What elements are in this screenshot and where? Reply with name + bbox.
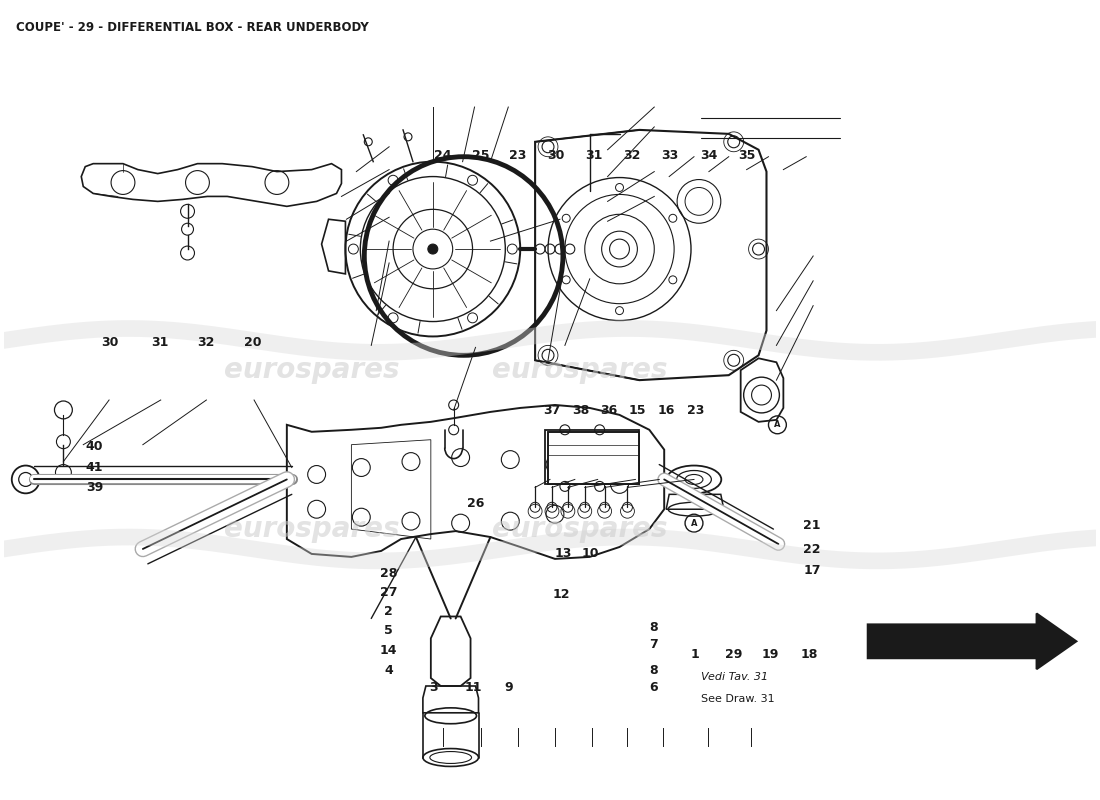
Text: 39: 39	[86, 481, 103, 494]
Text: 13: 13	[554, 547, 572, 560]
Text: 17: 17	[803, 564, 821, 578]
Text: 10: 10	[582, 547, 600, 560]
Text: A: A	[774, 420, 781, 430]
Text: 27: 27	[379, 586, 397, 598]
Text: A: A	[691, 518, 697, 528]
Text: eurospares: eurospares	[492, 515, 668, 543]
Text: 32: 32	[197, 336, 215, 350]
Text: 30: 30	[547, 149, 564, 162]
Text: 18: 18	[800, 648, 817, 661]
Text: 5: 5	[384, 624, 393, 637]
Text: 14: 14	[379, 644, 397, 657]
Circle shape	[602, 231, 637, 267]
Text: COUPE' - 29 - DIFFERENTIAL BOX - REAR UNDERBODY: COUPE' - 29 - DIFFERENTIAL BOX - REAR UN…	[15, 21, 368, 34]
Text: 29: 29	[725, 648, 742, 661]
Text: 15: 15	[628, 404, 646, 417]
Polygon shape	[548, 432, 639, 485]
Text: 11: 11	[465, 681, 482, 694]
Text: 2: 2	[384, 605, 393, 618]
Text: 19: 19	[762, 648, 779, 661]
Text: 26: 26	[468, 497, 484, 510]
Text: 38: 38	[572, 404, 590, 417]
Text: 22: 22	[803, 543, 821, 556]
Text: 1: 1	[691, 648, 700, 661]
Text: 8: 8	[649, 664, 658, 677]
Text: eurospares: eurospares	[492, 356, 668, 384]
Text: 21: 21	[803, 519, 821, 532]
Text: 32: 32	[624, 149, 640, 162]
Text: 12: 12	[552, 588, 570, 601]
Polygon shape	[868, 625, 1056, 658]
Text: 36: 36	[601, 404, 617, 417]
Text: 34: 34	[700, 149, 717, 162]
Polygon shape	[1036, 614, 1076, 669]
Text: 31: 31	[585, 149, 603, 162]
Text: 6: 6	[649, 681, 658, 694]
Text: 8: 8	[649, 621, 658, 634]
Text: 37: 37	[543, 404, 561, 417]
Text: 23: 23	[508, 149, 526, 162]
Text: 4: 4	[384, 664, 393, 677]
Text: 24: 24	[434, 149, 452, 162]
Text: 25: 25	[472, 149, 490, 162]
Text: 3: 3	[429, 681, 438, 694]
Text: 16: 16	[657, 404, 674, 417]
Text: 28: 28	[379, 566, 397, 580]
Text: 40: 40	[86, 439, 103, 453]
Text: 9: 9	[504, 681, 513, 694]
Text: 41: 41	[86, 461, 103, 474]
Text: Vedi Tav. 31: Vedi Tav. 31	[701, 672, 768, 682]
Text: 23: 23	[686, 404, 704, 417]
Text: 20: 20	[244, 336, 262, 350]
Text: 7: 7	[649, 638, 658, 651]
Circle shape	[428, 244, 438, 254]
Text: 35: 35	[738, 149, 756, 162]
Text: eurospares: eurospares	[224, 356, 399, 384]
Text: 33: 33	[661, 149, 679, 162]
Text: eurospares: eurospares	[224, 515, 399, 543]
Text: 30: 30	[101, 336, 119, 350]
Text: 31: 31	[152, 336, 168, 350]
Text: See Draw. 31: See Draw. 31	[701, 694, 774, 704]
